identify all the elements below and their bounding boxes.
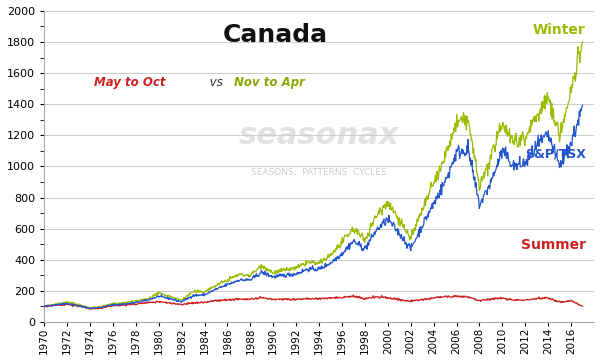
Text: SEASONS,  PATTERNS  CYCLES: SEASONS, PATTERNS CYCLES	[251, 168, 387, 177]
Text: vs: vs	[206, 76, 227, 89]
Text: S&P/TSX: S&P/TSX	[525, 148, 586, 161]
Text: seasonax: seasonax	[239, 121, 399, 150]
Text: May to Oct: May to Oct	[94, 76, 165, 89]
Text: Summer: Summer	[521, 238, 586, 252]
Text: Nov to Apr: Nov to Apr	[234, 76, 305, 89]
Text: Winter: Winter	[533, 23, 586, 38]
Text: Canada: Canada	[222, 23, 328, 47]
